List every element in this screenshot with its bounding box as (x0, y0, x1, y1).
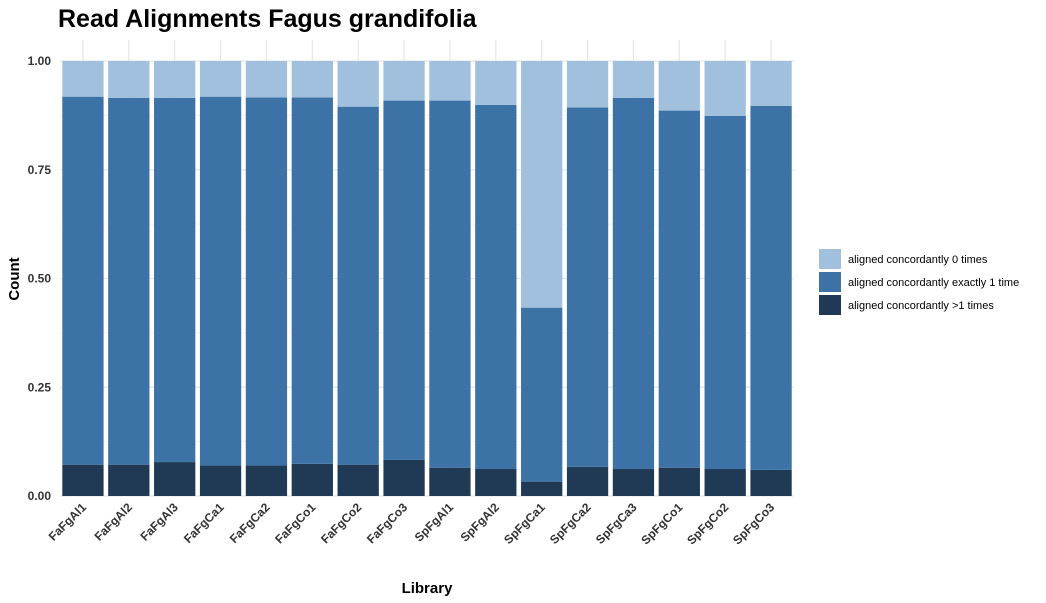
bar-segment (658, 110, 700, 468)
legend-swatch (819, 295, 841, 315)
bar-segment (245, 61, 288, 98)
bar-segment (62, 464, 104, 496)
bar-segment (704, 61, 746, 116)
legend: aligned concordantly 0 times aligned conc… (819, 249, 1019, 315)
bar-segment (383, 61, 425, 101)
bar-segment (245, 97, 288, 466)
bar-segment (337, 106, 379, 465)
x-tick-label: SpFgAl1 (412, 500, 457, 545)
x-tick-label: FaFgCa1 (181, 500, 227, 546)
bar-segment (612, 97, 655, 470)
bar-segment (475, 469, 517, 496)
bar-segment (750, 61, 792, 106)
bar-segment (475, 104, 517, 470)
bar-segment (108, 97, 150, 465)
bar-segment (383, 459, 425, 496)
legend-label: aligned concordantly 0 times (848, 254, 988, 266)
bars (62, 61, 792, 496)
x-tick-label: SpFgCa3 (593, 500, 640, 547)
y-axis-title: Count (6, 257, 23, 300)
x-tick-label: FaFgAl1 (46, 500, 90, 544)
y-tick-labels: 0.00 0.25 0.50 0.75 1.00 (28, 54, 52, 503)
bar-segment (612, 469, 655, 496)
bar-segment (658, 61, 700, 111)
x-tick-label: SpFgCa2 (547, 500, 594, 547)
x-tick-label: SpFgAl2 (458, 500, 503, 545)
x-axis-title: Library (402, 580, 454, 597)
legend-label: aligned concordantly exactly 1 time (848, 277, 1019, 289)
y-tick-label: 0.25 (28, 380, 52, 394)
x-tick-labels: FaFgAl1 FaFgAl2 FaFgAl3 FaFgCa1 FaFgCa2 FaFgC… (46, 500, 778, 547)
bar-segment (429, 100, 471, 468)
bar-segment (704, 115, 746, 470)
x-tick-label: FaFgAl3 (137, 500, 181, 544)
bar-segment (566, 466, 609, 496)
bar-segment (566, 61, 609, 108)
bar-segment (337, 464, 379, 496)
bar-segment (383, 100, 425, 460)
x-tick-label: FaFgCo1 (272, 500, 318, 546)
bar-segment (475, 61, 517, 105)
bar-segment (154, 61, 196, 98)
bar-segment (566, 107, 609, 467)
bar-segment (521, 481, 563, 496)
bar-segment (108, 61, 150, 98)
bar-segment (337, 61, 379, 107)
bar-segment (658, 467, 700, 496)
x-tick-label: SpFgCo3 (730, 500, 777, 547)
bar-segment (199, 61, 242, 97)
bar-segment (429, 61, 471, 101)
x-tick-label: SpFgCa1 (501, 500, 548, 547)
bar-segment (612, 61, 655, 98)
y-tick-label: 0.50 (28, 272, 52, 286)
bar-segment (154, 97, 196, 463)
bar-segment (291, 61, 333, 98)
bar-segment (108, 464, 150, 496)
y-tick-label: 1.00 (28, 54, 52, 68)
legend-label: aligned concordantly >1 times (848, 300, 994, 312)
bar-segment (199, 96, 242, 466)
x-tick-label: FaFgCo2 (318, 500, 364, 546)
legend-swatch (819, 272, 841, 292)
bar-segment (521, 61, 563, 308)
x-tick-label: FaFgAl2 (92, 500, 136, 544)
bar-segment (62, 96, 104, 465)
bar-segment (291, 463, 333, 496)
bar-segment (245, 465, 288, 496)
x-tick-label: FaFgCa2 (227, 500, 273, 546)
bar-segment (704, 469, 746, 496)
bar-segment (199, 465, 242, 496)
chart-title: Read Alignments Fagus grandifolia (58, 5, 478, 33)
x-tick-label: SpFgCo2 (684, 500, 731, 547)
bar-segment (154, 462, 196, 496)
bar-segment (521, 307, 563, 482)
x-tick-label: FaFgCo3 (364, 500, 410, 546)
bar-segment (62, 61, 104, 97)
y-tick-label: 0.75 (28, 163, 52, 177)
legend-swatch (819, 249, 841, 269)
x-tick-label: SpFgCo1 (638, 500, 685, 547)
bar-segment (750, 469, 792, 496)
y-tick-label: 0.00 (28, 489, 52, 503)
bar-segment (291, 97, 333, 464)
bar-segment (750, 105, 792, 470)
bar-segment (429, 467, 471, 496)
